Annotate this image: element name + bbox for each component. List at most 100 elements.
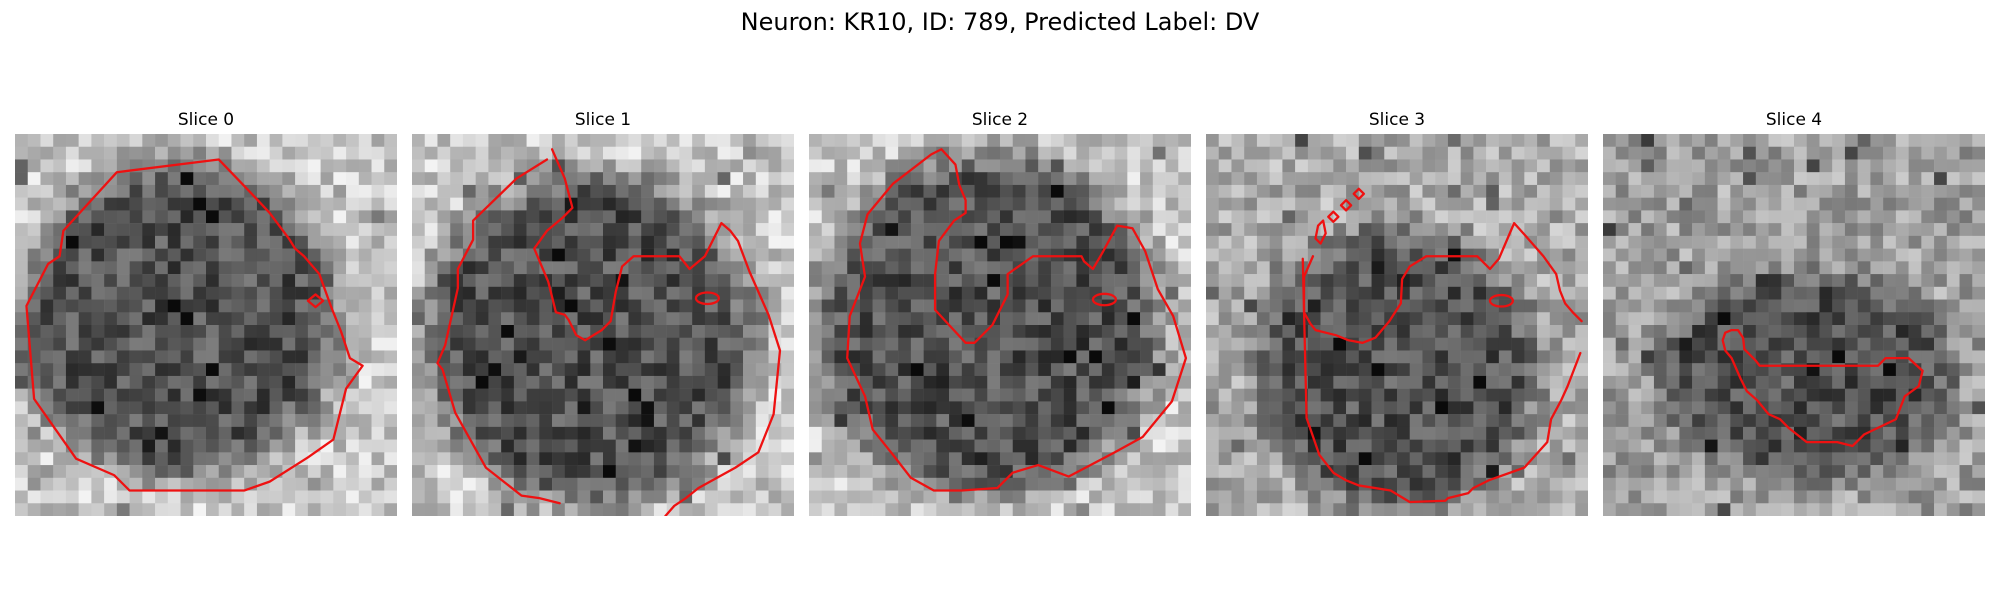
image-pixel bbox=[1641, 375, 1655, 389]
image-pixel bbox=[1050, 414, 1064, 428]
image-pixel bbox=[1575, 465, 1588, 479]
image-pixel bbox=[1615, 375, 1629, 389]
image-pixel bbox=[1218, 184, 1232, 198]
image-pixel bbox=[1371, 452, 1385, 466]
image-pixel bbox=[1653, 439, 1667, 453]
image-pixel bbox=[384, 248, 397, 262]
image-pixel bbox=[269, 184, 283, 198]
image-pixel bbox=[910, 299, 924, 313]
image-pixel bbox=[1755, 325, 1769, 338]
image-pixel bbox=[755, 159, 769, 173]
image-pixel bbox=[526, 503, 540, 516]
image-pixel bbox=[91, 197, 105, 211]
image-pixel bbox=[1653, 286, 1667, 300]
image-pixel bbox=[1114, 184, 1128, 198]
image-pixel bbox=[1256, 452, 1270, 466]
image-pixel bbox=[1384, 197, 1398, 211]
image-pixel bbox=[590, 146, 604, 160]
image-pixel bbox=[1460, 401, 1474, 415]
image-pixel bbox=[1025, 223, 1039, 237]
image-pixel bbox=[1038, 197, 1052, 211]
image-pixel bbox=[65, 172, 79, 186]
image-pixel bbox=[1704, 261, 1718, 275]
image-pixel bbox=[1422, 426, 1436, 440]
image-pixel bbox=[615, 503, 629, 516]
image-pixel bbox=[180, 274, 194, 288]
image-pixel bbox=[412, 375, 425, 389]
image-pixel bbox=[1333, 248, 1347, 262]
image-pixel bbox=[27, 159, 41, 173]
image-pixel bbox=[295, 286, 309, 300]
image-pixel bbox=[501, 465, 515, 479]
image-pixel bbox=[1819, 375, 1833, 389]
image-pixel bbox=[949, 375, 963, 389]
image-pixel bbox=[1152, 223, 1166, 237]
image-pixel bbox=[307, 146, 321, 160]
image-pixel bbox=[1972, 337, 1985, 351]
image-pixel bbox=[501, 414, 515, 428]
image-pixel bbox=[781, 388, 794, 402]
slice-image-4 bbox=[1603, 134, 1985, 516]
image-pixel bbox=[142, 197, 156, 211]
image-pixel bbox=[1025, 503, 1039, 516]
image-pixel bbox=[1934, 465, 1948, 479]
image-pixel bbox=[1244, 210, 1258, 224]
image-pixel bbox=[1089, 414, 1103, 428]
image-pixel bbox=[218, 414, 232, 428]
image-pixel bbox=[1460, 159, 1474, 173]
image-pixel bbox=[615, 146, 629, 160]
image-pixel bbox=[1794, 477, 1807, 491]
image-pixel bbox=[1819, 490, 1833, 504]
image-pixel bbox=[1409, 197, 1423, 211]
image-pixel bbox=[91, 299, 105, 313]
image-pixel bbox=[501, 388, 515, 402]
image-pixel bbox=[295, 299, 309, 313]
image-pixel bbox=[885, 261, 899, 275]
image-pixel bbox=[1575, 312, 1588, 326]
image-pixel bbox=[730, 210, 744, 224]
image-pixel bbox=[1114, 477, 1128, 491]
image-pixel bbox=[1409, 223, 1423, 237]
image-pixel bbox=[295, 337, 309, 351]
image-pixel bbox=[1615, 426, 1629, 440]
image-pixel bbox=[1333, 337, 1347, 351]
image-pixel bbox=[781, 261, 794, 275]
image-pixel bbox=[552, 465, 566, 479]
image-pixel bbox=[1653, 184, 1667, 198]
image-pixel bbox=[1844, 197, 1858, 211]
image-pixel bbox=[450, 363, 464, 377]
image-pixel bbox=[1282, 274, 1296, 288]
image-pixel bbox=[1549, 465, 1563, 479]
image-pixel bbox=[1409, 325, 1423, 338]
image-pixel bbox=[1050, 159, 1064, 173]
image-pixel bbox=[155, 184, 169, 198]
image-pixel bbox=[15, 452, 28, 466]
image-pixel bbox=[1794, 426, 1807, 440]
image-pixel bbox=[269, 465, 283, 479]
image-pixel bbox=[40, 363, 54, 377]
image-pixel bbox=[1549, 210, 1563, 224]
image-pixel bbox=[244, 299, 258, 313]
image-pixel bbox=[282, 503, 296, 516]
image-pixel bbox=[1832, 490, 1846, 504]
image-pixel bbox=[743, 426, 757, 440]
image-pixel bbox=[320, 184, 334, 198]
image-pixel bbox=[1473, 248, 1487, 262]
image-pixel bbox=[320, 426, 334, 440]
image-pixel bbox=[27, 146, 41, 160]
image-pixel bbox=[653, 337, 667, 351]
image-pixel bbox=[1473, 363, 1487, 377]
image-pixel bbox=[590, 426, 604, 440]
image-pixel bbox=[1178, 465, 1191, 479]
image-pixel bbox=[65, 159, 79, 173]
image-pixel bbox=[1244, 426, 1258, 440]
image-pixel bbox=[1679, 210, 1693, 224]
image-pixel bbox=[1206, 465, 1219, 479]
image-pixel bbox=[1371, 286, 1385, 300]
image-pixel bbox=[1934, 146, 1948, 160]
image-pixel bbox=[1000, 248, 1013, 262]
image-pixel bbox=[641, 465, 655, 479]
image-pixel bbox=[1768, 465, 1782, 479]
image-pixel bbox=[462, 274, 476, 288]
image-pixel bbox=[666, 274, 680, 288]
